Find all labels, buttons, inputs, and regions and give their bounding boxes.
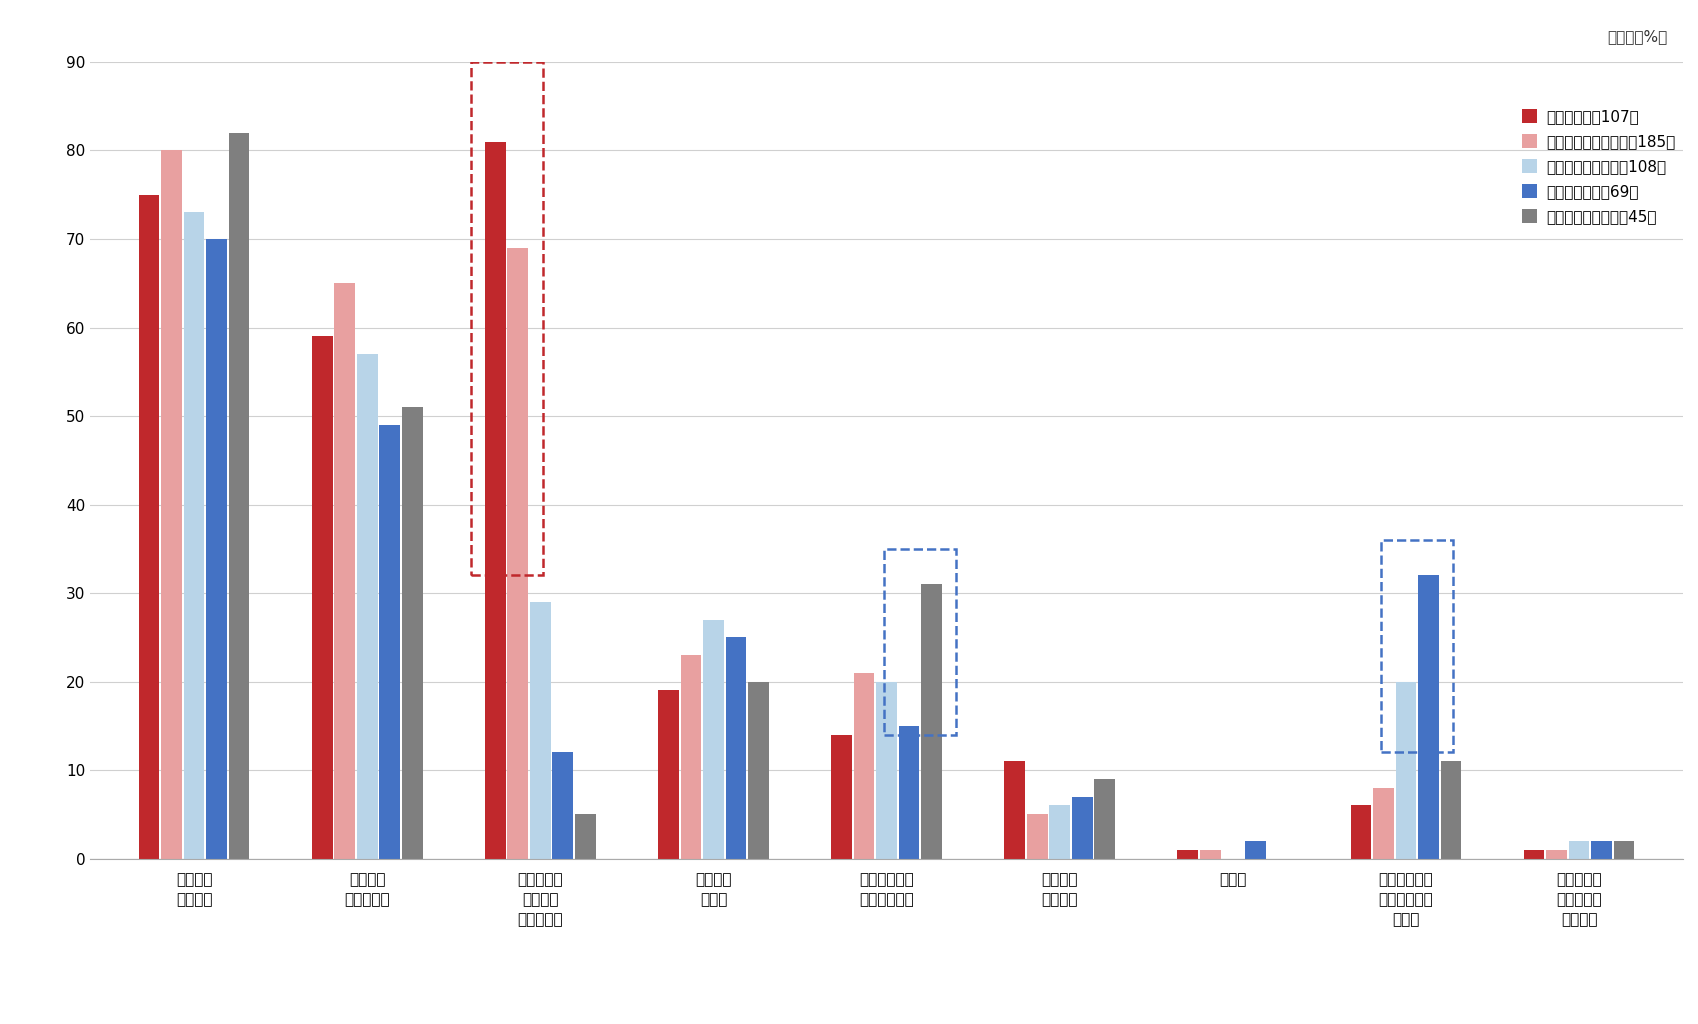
Bar <box>1049 806 1070 858</box>
Bar <box>1440 761 1462 858</box>
Bar <box>139 195 160 858</box>
Bar <box>486 141 506 858</box>
Bar <box>876 682 897 858</box>
Bar <box>205 239 228 858</box>
Bar <box>379 425 401 858</box>
Bar <box>1380 540 1453 753</box>
Bar <box>1613 841 1635 858</box>
Bar <box>832 734 852 858</box>
Bar <box>1547 850 1567 858</box>
Bar <box>183 212 204 858</box>
Bar <box>161 151 182 858</box>
Bar <box>1095 779 1116 858</box>
Bar <box>552 753 574 858</box>
Text: （単位：%）: （単位：%） <box>1608 29 1667 44</box>
Bar <box>470 62 543 575</box>
Bar <box>854 673 874 858</box>
Bar <box>1374 787 1394 858</box>
Bar <box>922 585 942 858</box>
Bar <box>1004 761 1026 858</box>
Bar <box>1418 575 1438 858</box>
Bar <box>1396 682 1416 858</box>
Bar <box>703 620 723 858</box>
Bar <box>402 408 423 858</box>
Bar <box>681 655 701 858</box>
Bar <box>1177 850 1199 858</box>
Bar <box>530 602 550 858</box>
Bar <box>357 354 377 858</box>
Bar <box>312 336 333 858</box>
Bar <box>1523 850 1545 858</box>
Bar <box>659 690 679 858</box>
Bar <box>1071 797 1092 858</box>
Bar <box>229 133 250 858</box>
Bar <box>898 726 919 858</box>
Bar <box>749 682 769 858</box>
Bar <box>725 637 747 858</box>
Bar <box>1200 850 1221 858</box>
Bar <box>1350 806 1372 858</box>
Bar <box>335 284 355 858</box>
Bar <box>508 248 528 858</box>
Bar <box>1569 841 1589 858</box>
Bar <box>576 814 596 858</box>
Legend: 自信がある（107）, ある程度自信がある（185）, あまり自信がない（108）, 操作できない（69）, スマホは使わない（45）: 自信がある（107）, ある程度自信がある（185）, あまり自信がない（108… <box>1521 110 1676 224</box>
Bar <box>1245 841 1265 858</box>
Bar <box>885 549 956 734</box>
Bar <box>1591 841 1611 858</box>
Bar <box>1027 814 1048 858</box>
